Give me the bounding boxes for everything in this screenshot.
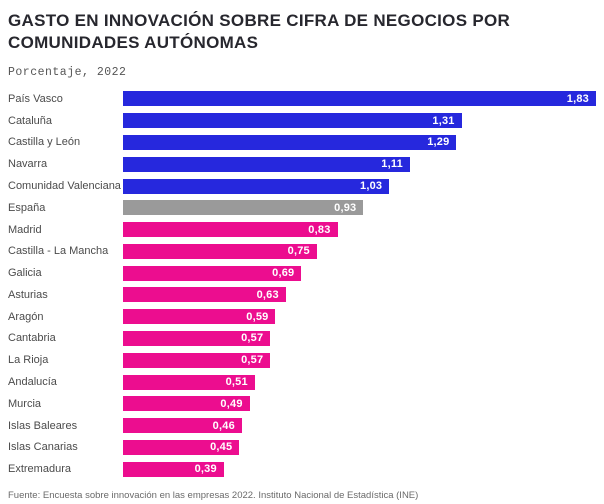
bar-track: 1,29 <box>123 134 596 150</box>
bar: 1,11 <box>123 156 410 172</box>
bar-row: Islas Canarias 0,45 <box>8 437 596 459</box>
bar: 0,57 <box>123 330 271 346</box>
bar: 1,31 <box>123 113 462 129</box>
category-label: Cantabria <box>8 332 56 345</box>
value-label: 0,59 <box>246 310 269 323</box>
bar-track: 1,03 <box>123 178 596 194</box>
value-label: 0,69 <box>272 267 295 280</box>
chart-title-line2: COMUNIDADES AUTÓNOMAS <box>8 32 259 52</box>
bar: 0,69 <box>123 265 302 281</box>
bar: 0,39 <box>123 461 224 477</box>
value-label: 0,46 <box>212 419 235 432</box>
bar-track: 0,57 <box>123 352 596 368</box>
value-label: 0,57 <box>241 332 264 345</box>
bar-track: 0,69 <box>123 265 596 281</box>
bar-row: Cataluña 1,31 <box>8 110 596 132</box>
value-label: 0,57 <box>241 354 264 367</box>
bar-track: 0,51 <box>123 374 596 390</box>
category-label: La Rioja <box>8 354 49 367</box>
bar-row: Extremadura 0,39 <box>8 458 596 480</box>
bar: 0,57 <box>123 352 271 368</box>
category-label: Andalucía <box>8 376 57 389</box>
bar-track: 0,46 <box>123 418 596 434</box>
source-note: Fuente: Encuesta sobre innovación en las… <box>8 490 419 501</box>
bar-track: 0,83 <box>123 222 596 238</box>
category-label: Galicia <box>8 267 42 280</box>
bar-row: Asturias 0,63 <box>8 284 596 306</box>
bar: 0,63 <box>123 287 286 303</box>
category-label: Asturias <box>8 288 48 301</box>
bar-row: Castilla - La Mancha 0,75 <box>8 240 596 262</box>
bar-chart: País Vasco 1,83 Cataluña 1,31 Castilla y Leó… <box>8 88 596 480</box>
bar: 0,49 <box>123 396 250 412</box>
bar: 1,83 <box>123 91 596 107</box>
bar-row: Navarra 1,11 <box>8 153 596 175</box>
bar-track: 1,11 <box>123 156 596 172</box>
bar-row: Islas Baleares 0,46 <box>8 415 596 437</box>
bar: 0,75 <box>123 243 317 259</box>
category-label: Islas Baleares <box>8 419 78 432</box>
chart-title: GASTO EN INNOVACIÓN SOBRE CIFRA DE NEGOC… <box>8 10 596 53</box>
bar: 1,03 <box>123 178 390 194</box>
value-label: 0,83 <box>308 223 331 236</box>
value-label: 1,03 <box>360 180 383 193</box>
category-label: Madrid <box>8 223 42 236</box>
bar-row: Andalucía 0,51 <box>8 371 596 393</box>
bar-row: Galicia 0,69 <box>8 262 596 284</box>
bar: 0,59 <box>123 309 276 325</box>
value-label: 0,49 <box>220 397 243 410</box>
bar: 0,93 <box>123 200 364 216</box>
value-label: 0,39 <box>194 463 217 476</box>
value-label: 1,11 <box>381 158 403 171</box>
value-label: 0,51 <box>225 376 248 389</box>
bar-row: Comunidad Valenciana 1,03 <box>8 175 596 197</box>
bar-track: 0,49 <box>123 396 596 412</box>
bar-row: Aragón 0,59 <box>8 306 596 328</box>
bar: 0,83 <box>123 222 338 238</box>
bar-track: 1,83 <box>123 91 596 107</box>
bar-track: 0,45 <box>123 439 596 455</box>
value-label: 1,83 <box>566 92 589 105</box>
value-label: 1,31 <box>432 114 455 127</box>
bar-track: 0,93 <box>123 200 596 216</box>
category-label: Murcia <box>8 397 42 410</box>
category-label: País Vasco <box>8 92 63 105</box>
category-label: España <box>8 201 46 214</box>
chart-title-line1: GASTO EN INNOVACIÓN SOBRE CIFRA DE NEGOC… <box>8 11 511 30</box>
bar-row: País Vasco 1,83 <box>8 88 596 110</box>
category-label: Navarra <box>8 158 48 171</box>
bar: 0,46 <box>123 418 242 434</box>
value-label: 0,63 <box>256 288 279 301</box>
bar-row: Murcia 0,49 <box>8 393 596 415</box>
bar-track: 0,39 <box>123 461 596 477</box>
bar-row: Castilla y León 1,29 <box>8 132 596 154</box>
bar-row: España 0,93 <box>8 197 596 219</box>
value-label: 0,45 <box>210 441 233 454</box>
value-label: 1,29 <box>427 136 450 149</box>
bar-track: 0,57 <box>123 330 596 346</box>
bar-track: 1,31 <box>123 113 596 129</box>
bar-row: Cantabria 0,57 <box>8 328 596 350</box>
category-label: Castilla y León <box>8 136 81 149</box>
value-label: 0,75 <box>287 245 310 258</box>
bar-row: Madrid 0,83 <box>8 219 596 241</box>
bar: 0,45 <box>123 439 240 455</box>
bar-track: 0,59 <box>123 309 596 325</box>
bar: 1,29 <box>123 134 457 150</box>
bar-row: La Rioja 0,57 <box>8 349 596 371</box>
category-label: Castilla - La Mancha <box>8 245 109 258</box>
category-label: Cataluña <box>8 114 53 127</box>
category-label: Islas Canarias <box>8 441 78 454</box>
bar-track: 0,63 <box>123 287 596 303</box>
category-label: Extremadura <box>8 463 71 476</box>
category-label: Comunidad Valenciana <box>8 180 121 193</box>
category-label: Aragón <box>8 310 44 323</box>
bar-track: 0,75 <box>123 243 596 259</box>
chart-subtitle: Porcentaje, 2022 <box>8 66 127 79</box>
value-label: 0,93 <box>334 201 357 214</box>
bar: 0,51 <box>123 374 255 390</box>
